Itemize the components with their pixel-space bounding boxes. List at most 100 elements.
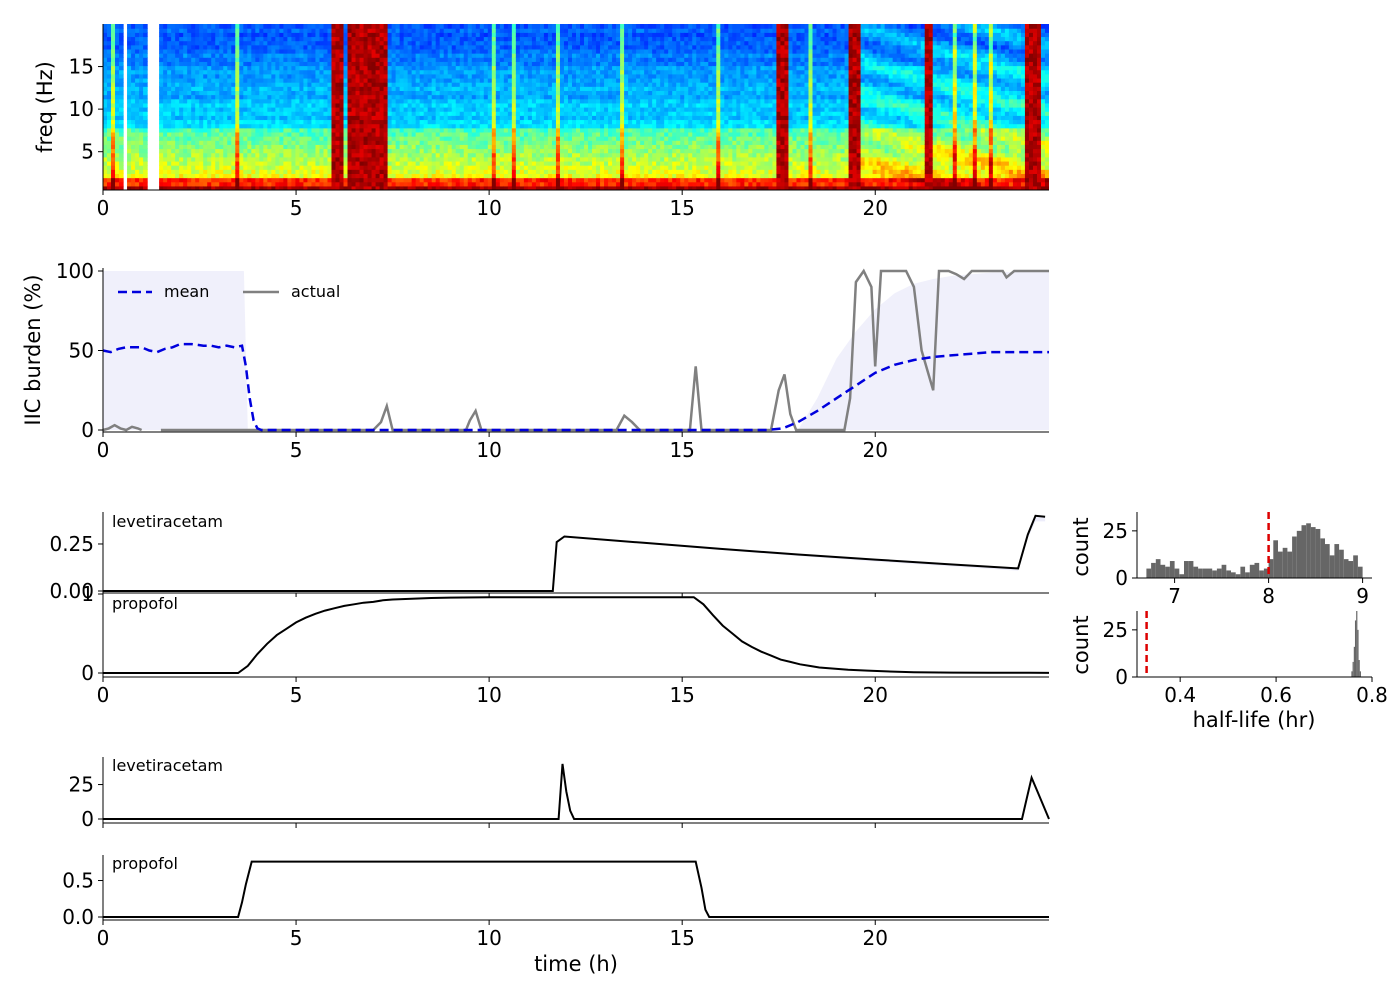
spectrogram-cell: [431, 148, 437, 154]
spectrogram-cell: [143, 148, 148, 154]
spectrogram-cell: [419, 152, 425, 158]
spectrogram-cell: [367, 152, 373, 158]
spectrogram-cell: [207, 177, 212, 183]
spectrogram-cell: [187, 102, 192, 108]
spectrogram-cell: [267, 156, 272, 162]
spectrogram-cell: [195, 169, 200, 174]
spectrogram-cell: [207, 73, 212, 79]
spectrogram-cell: [395, 111, 401, 116]
spectrogram-cell: [243, 131, 248, 137]
spectrogram-cell: [287, 148, 292, 154]
spectrogram-cell: [584, 61, 589, 67]
spectrogram-cell: [604, 102, 609, 108]
spectrogram-cell: [235, 65, 240, 71]
spectrogram-cell: [539, 107, 545, 112]
spectrogram-cell: [291, 181, 297, 187]
spectrogram-cell: [527, 115, 533, 121]
spectrogram-cell: [383, 73, 389, 79]
spectrogram-cell: [487, 173, 493, 179]
spectrogram-cell: [335, 177, 341, 183]
spectrogram-cell: [251, 169, 256, 174]
spectrogram-cell: [111, 123, 116, 129]
spectrogram-cell: [431, 107, 437, 112]
spectrogram-cell: [215, 94, 220, 100]
spectrogram-cell: [535, 77, 541, 83]
spectrogram-cell: [307, 98, 313, 104]
spectrogram-cell: [291, 148, 297, 154]
spectrogram-cell: [507, 28, 513, 33]
spectrogram-cell: [311, 111, 317, 116]
spectrogram-cell: [608, 160, 613, 166]
spectrogram-cell: [163, 160, 168, 166]
spectrogram-cell: [451, 44, 457, 50]
spectrogram-cell: [331, 86, 337, 91]
spectrogram-cell: [163, 28, 168, 33]
spectrogram-cell: [139, 48, 144, 54]
spectrogram-cell: [443, 61, 449, 67]
spectrogram-cell: [419, 48, 425, 54]
spectrogram-cell: [355, 177, 361, 183]
spectrogram-cell: [608, 53, 613, 58]
spectrogram-cell: [459, 73, 465, 79]
spectrogram-cell: [127, 44, 132, 50]
spectrogram-cell: [243, 40, 248, 46]
spectrogram-cell: [371, 119, 377, 125]
spectrogram-cell: [375, 61, 381, 67]
spectrogram-cell: [503, 160, 509, 166]
spectrogram-cell: [135, 131, 140, 137]
spectrogram-cell: [555, 152, 561, 158]
spectrogram-cell: [527, 24, 533, 29]
spectrogram-cell: [175, 48, 180, 54]
spectrogram-cell: [555, 44, 561, 50]
spectrogram-cell: [191, 53, 196, 58]
spectrogram-cell: [279, 48, 284, 54]
spectrogram-cell: [447, 181, 453, 187]
spectrogram-cell: [604, 111, 609, 116]
spectrogram-cell: [191, 36, 196, 42]
spectrogram-cell: [359, 61, 365, 67]
spectrogram-cell: [319, 107, 325, 112]
spectrogram-cell: [415, 152, 421, 158]
spectrogram-cell: [363, 173, 369, 179]
spectrogram-cell: [487, 98, 493, 104]
spectrogram-cell: [439, 115, 445, 121]
spectrogram-cell: [135, 102, 140, 108]
spectrogram-cell: [183, 44, 188, 50]
spectrogram-cell: [423, 181, 429, 187]
spectrogram-cell: [107, 65, 112, 71]
spectrogram-cell: [159, 152, 164, 158]
spectrogram-cell: [395, 123, 401, 129]
spectrogram-cell: [211, 119, 216, 125]
spectrogram-cell: [451, 94, 457, 100]
spectrogram-cell: [203, 119, 208, 125]
spectrogram-cell: [107, 36, 112, 42]
spectrogram-cell: [483, 28, 489, 33]
spectrogram-cell: [483, 57, 489, 62]
spectrogram-cell: [251, 36, 256, 42]
spectrogram-cell: [331, 48, 337, 54]
spectrogram-cell: [267, 115, 272, 121]
spectrogram-cell: [359, 152, 365, 158]
spectrogram-cell: [495, 102, 501, 108]
spectrogram-cell: [171, 111, 176, 116]
spectrogram-cell: [459, 57, 465, 62]
spectrogram-cell: [367, 82, 373, 87]
spectrogram-cell: [443, 148, 449, 154]
spectrogram-cell: [431, 131, 437, 137]
spectrogram-cell: [259, 48, 264, 54]
spectrogram-cell: [231, 181, 236, 187]
spectrogram-cell: [227, 98, 232, 104]
spectrogram-cell: [419, 53, 425, 58]
spectrogram-cell: [191, 73, 196, 79]
spectrogram-cell: [179, 131, 184, 137]
spectrogram-cell: [559, 111, 565, 116]
spectrogram-cell: [395, 165, 401, 170]
spectrogram-cell: [439, 82, 445, 87]
spectrogram-cell: [503, 94, 509, 100]
spectrogram-cell: [371, 61, 377, 67]
spectrogram-cell: [255, 111, 260, 116]
spectrogram-cell: [291, 61, 297, 67]
spectrogram-cell: [495, 160, 501, 166]
spectrogram-cell: [267, 160, 272, 166]
spectrogram-cell: [608, 90, 613, 96]
